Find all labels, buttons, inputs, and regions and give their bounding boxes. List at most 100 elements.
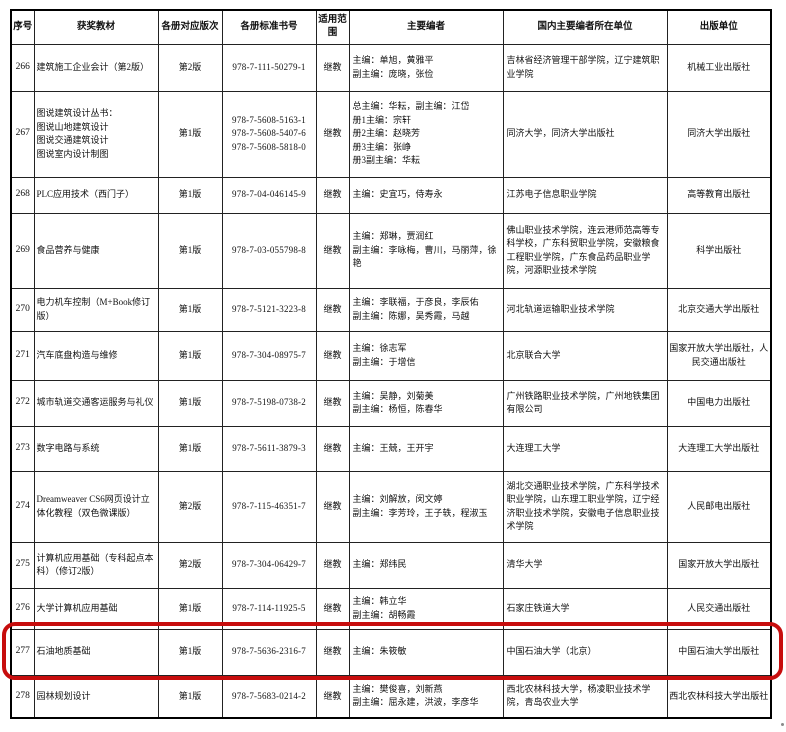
row-serial-no: 271 xyxy=(10,330,35,381)
editor-organizations: 湖北交通职业技术学院，广东科学技术职业学院，山东理工职业学院，辽宁经济职业技术学… xyxy=(502,470,668,543)
isbn: 978-7-304-08975-7 xyxy=(221,330,317,381)
table-row: 277 石油地质基础 第1版 978-7-5636-2316-7 继教 主编：朱筱敏 中国石… xyxy=(10,628,772,676)
editor-organizations: 大连理工大学 xyxy=(502,425,668,472)
scope: 继教 xyxy=(315,379,350,427)
row-serial-no: 278 xyxy=(10,674,35,719)
editor-organizations: 中国石油大学（北京） xyxy=(502,628,668,676)
scope: 继教 xyxy=(315,541,350,589)
row-serial-no: 273 xyxy=(10,425,35,472)
scope: 继教 xyxy=(315,90,350,178)
edition: 第1版 xyxy=(157,330,223,381)
table-row: 272 城市轨道交通客运服务与礼仪 第1版 978-7-5198-0738-2 继教 主编… xyxy=(10,379,772,427)
scope: 继教 xyxy=(315,674,350,719)
table-row: 266 建筑施工企业会计（第2版） 第2版 978-7-111-50279-1 继教 主编… xyxy=(10,43,772,92)
edition: 第1版 xyxy=(157,674,223,719)
edition: 第1版 xyxy=(157,176,223,214)
editors: 主编：李联福，于彦良，李辰佑 副主编：陈娜，吴秀霞，马越 xyxy=(348,287,504,332)
book-title: 城市轨道交通客运服务与礼仪 xyxy=(33,379,159,427)
publisher: 大连理工大学出版社 xyxy=(666,425,772,472)
editors: 主编：樊俊喜，刘新燕 副主编：屈永建，洪波，李彦华 xyxy=(348,674,504,719)
editor-organizations: 江苏电子信息职业学院 xyxy=(502,176,668,214)
isbn: 978-7-5636-2316-7 xyxy=(221,628,317,676)
publisher: 机械工业出版社 xyxy=(666,43,772,92)
col-header-serial-no: 序号 xyxy=(10,9,35,45)
col-header-title: 获奖教材 xyxy=(33,9,159,45)
book-title: 大学计算机应用基础 xyxy=(33,587,159,630)
isbn: 978-7-5198-0738-2 xyxy=(221,379,317,427)
scope: 继教 xyxy=(315,287,350,332)
editor-organizations: 清华大学 xyxy=(502,541,668,589)
editors: 主编：朱筱敏 xyxy=(348,628,504,676)
isbn: 978-7-115-46351-7 xyxy=(221,470,317,543)
edition: 第1版 xyxy=(157,587,223,630)
book-title: 汽车底盘构造与维修 xyxy=(33,330,159,381)
table-row: 278 园林规划设计 第1版 978-7-5683-0214-2 继教 主编：樊俊喜，刘新… xyxy=(10,674,772,719)
table-row: 268 PLC应用技术（西门子） 第1版 978-7-04-046145-9 继教 主编：… xyxy=(10,176,772,214)
editors: 主编：韩立华 副主编：胡畅霞 xyxy=(348,587,504,630)
editor-organizations: 北京联合大学 xyxy=(502,330,668,381)
isbn: 978-7-03-055798-8 xyxy=(221,212,317,289)
edition: 第1版 xyxy=(157,628,223,676)
publisher: 人民邮电出版社 xyxy=(666,470,772,543)
row-serial-no: 272 xyxy=(10,379,35,427)
editors: 主编：王兢，王开宇 xyxy=(348,425,504,472)
row-serial-no: 266 xyxy=(10,43,35,92)
isbn: 978-7-5611-3879-3 xyxy=(221,425,317,472)
editors: 主编：史宜巧，侍寿永 xyxy=(348,176,504,214)
row-serial-no: 267 xyxy=(10,90,35,178)
table-row: 271 汽车底盘构造与维修 第1版 978-7-304-08975-7 继教 主编：徐志军… xyxy=(10,330,772,381)
editors: 总主编：华耘，副主编：江岱 册1主编：宗轩 册2主编：赵晓芳 册3主编：张峥 册… xyxy=(348,90,504,178)
edition: 第1版 xyxy=(157,212,223,289)
publisher: 高等教育出版社 xyxy=(666,176,772,214)
table-row: 275 计算机应用基础（专科起点本科）（修订2版） 第2版 978-7-304-064… xyxy=(10,541,772,589)
scope: 继教 xyxy=(315,212,350,289)
scope: 继教 xyxy=(315,470,350,543)
isbn: 978-7-04-046145-9 xyxy=(221,176,317,214)
stray-dot xyxy=(781,723,784,726)
editor-organizations: 佛山职业技术学院，连云港师范高等专科学校，广东科贸职业学院，安徽粮食工程职业学院… xyxy=(502,212,668,289)
row-serial-no: 269 xyxy=(10,212,35,289)
publisher: 人民交通出版社 xyxy=(666,587,772,630)
book-title: 园林规划设计 xyxy=(33,674,159,719)
scope: 继教 xyxy=(315,628,350,676)
scope: 继教 xyxy=(315,425,350,472)
editor-organizations: 西北农林科技大学，杨凌职业技术学院，青岛农业大学 xyxy=(502,674,668,719)
isbn: 978-7-304-06429-7 xyxy=(221,541,317,589)
book-title: 计算机应用基础（专科起点本科）（修订2版） xyxy=(33,541,159,589)
row-serial-no: 277 xyxy=(10,628,35,676)
edition: 第1版 xyxy=(157,90,223,178)
editors: 主编：刘解放，闵文婷 副主编：李芳玲，王子轶，程淑玉 xyxy=(348,470,504,543)
edition: 第2版 xyxy=(157,470,223,543)
col-header-editors: 主要编者 xyxy=(348,9,504,45)
isbn: 978-7-111-50279-1 xyxy=(221,43,317,92)
row-serial-no: 275 xyxy=(10,541,35,589)
col-header-orgs: 国内主要编者所在单位 xyxy=(502,9,668,45)
publisher: 国家开放大学出版社，人民交通出版社 xyxy=(666,330,772,381)
editors: 主编：单旭，黄雅平 副主编：庞晓，张俭 xyxy=(348,43,504,92)
publisher: 中国石油大学出版社 xyxy=(666,628,772,676)
edition: 第2版 xyxy=(157,43,223,92)
scope: 继教 xyxy=(315,176,350,214)
edition: 第2版 xyxy=(157,541,223,589)
table-row: 267 图说建筑设计丛书： 图说山地建筑设计 图说交通建筑设计 图说室内设计制图第… xyxy=(10,90,772,178)
editor-organizations: 吉林省经济管理干部学院，辽宁建筑职业学院 xyxy=(502,43,668,92)
isbn: 978-7-114-11925-5 xyxy=(221,587,317,630)
publisher: 国家开放大学出版社 xyxy=(666,541,772,589)
awarded-textbooks-table: 序号 获奖教材 各册对应版次 各册标准书号 适用范围 主要编者 国内主要编者所在… xyxy=(10,9,772,719)
table-row: 270 电力机车控制（M+Book修订版） 第1版 978-7-5121-3223-8… xyxy=(10,287,772,332)
scope: 继教 xyxy=(315,587,350,630)
book-title: 电力机车控制（M+Book修订版） xyxy=(33,287,159,332)
publisher: 同济大学出版社 xyxy=(666,90,772,178)
book-title: 建筑施工企业会计（第2版） xyxy=(33,43,159,92)
row-serial-no: 270 xyxy=(10,287,35,332)
publisher: 中国电力出版社 xyxy=(666,379,772,427)
book-title: 石油地质基础 xyxy=(33,628,159,676)
table-row: 273 数字电路与系统 第1版 978-7-5611-3879-3 继教 主编：王兢，王开… xyxy=(10,425,772,472)
col-header-isbn: 各册标准书号 xyxy=(221,9,317,45)
edition: 第1版 xyxy=(157,287,223,332)
editor-organizations: 广州铁路职业技术学院，广州地铁集团有限公司 xyxy=(502,379,668,427)
publisher: 西北农林科技大学出版社 xyxy=(666,674,772,719)
publisher: 科学出版社 xyxy=(666,212,772,289)
row-serial-no: 276 xyxy=(10,587,35,630)
